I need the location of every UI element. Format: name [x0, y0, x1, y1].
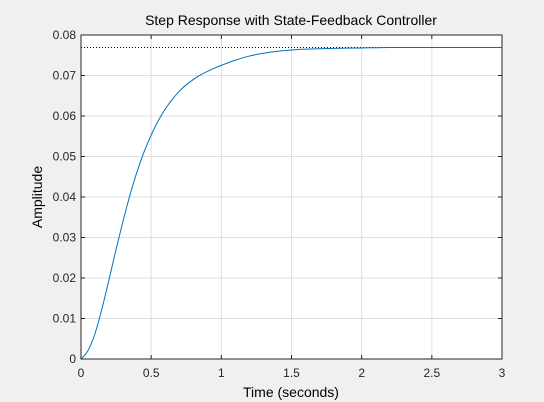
x-tick-label: 3 — [499, 366, 506, 380]
y-tick-label: 0.02 — [53, 271, 77, 285]
x-tick-label: 2.5 — [423, 366, 440, 380]
grid — [81, 35, 502, 359]
x-axis-label: Time (seconds) — [243, 384, 339, 400]
y-tick-label: 0 — [69, 352, 76, 366]
y-tick-label: 0.06 — [53, 109, 77, 123]
y-tick-label: 0.08 — [53, 28, 77, 42]
y-tick-label: 0.01 — [53, 312, 77, 326]
x-tick-label: 1.5 — [283, 366, 300, 380]
chart-title: Step Response with State-Feedback Contro… — [145, 12, 437, 28]
y-axis-label: Amplitude — [29, 166, 45, 228]
x-tick-label: 0 — [78, 366, 85, 380]
y-tick-labels: 0 0.01 0.02 0.03 0.04 0.05 0.06 0.07 0.08 — [53, 28, 77, 366]
step-response-line — [80, 47, 502, 360]
y-tick-label: 0.05 — [53, 150, 77, 164]
y-tick-label: 0.07 — [53, 69, 77, 83]
x-tick-labels: 0 0.5 1 1.5 2 2.5 3 — [78, 366, 506, 380]
x-tick-label: 1 — [218, 366, 225, 380]
y-tick-label: 0.04 — [53, 190, 77, 204]
x-tick-label: 2 — [358, 366, 365, 380]
x-tick-label: 0.5 — [143, 366, 160, 380]
y-tick-label: 0.03 — [53, 231, 77, 245]
series-layer — [80, 47, 502, 360]
tick-marks — [80, 34, 503, 360]
